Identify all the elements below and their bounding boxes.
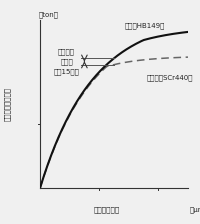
Text: 締付軸力: 締付軸力: [58, 48, 75, 55]
Text: 従来材（SCr440）: 従来材（SCr440）: [147, 75, 193, 82]
Text: アップ: アップ: [60, 58, 73, 65]
Text: （μm）: （μm）: [189, 207, 200, 213]
Text: ボルトの伸び: ボルトの伸び: [93, 207, 120, 213]
Text: 新材（HB149）: 新材（HB149）: [124, 23, 165, 29]
Text: （ton）: （ton）: [39, 11, 59, 18]
Text: ボルトの締付軸力: ボルトの締付軸力: [4, 87, 11, 121]
Text: （＋15％）: （＋15％）: [54, 68, 80, 75]
